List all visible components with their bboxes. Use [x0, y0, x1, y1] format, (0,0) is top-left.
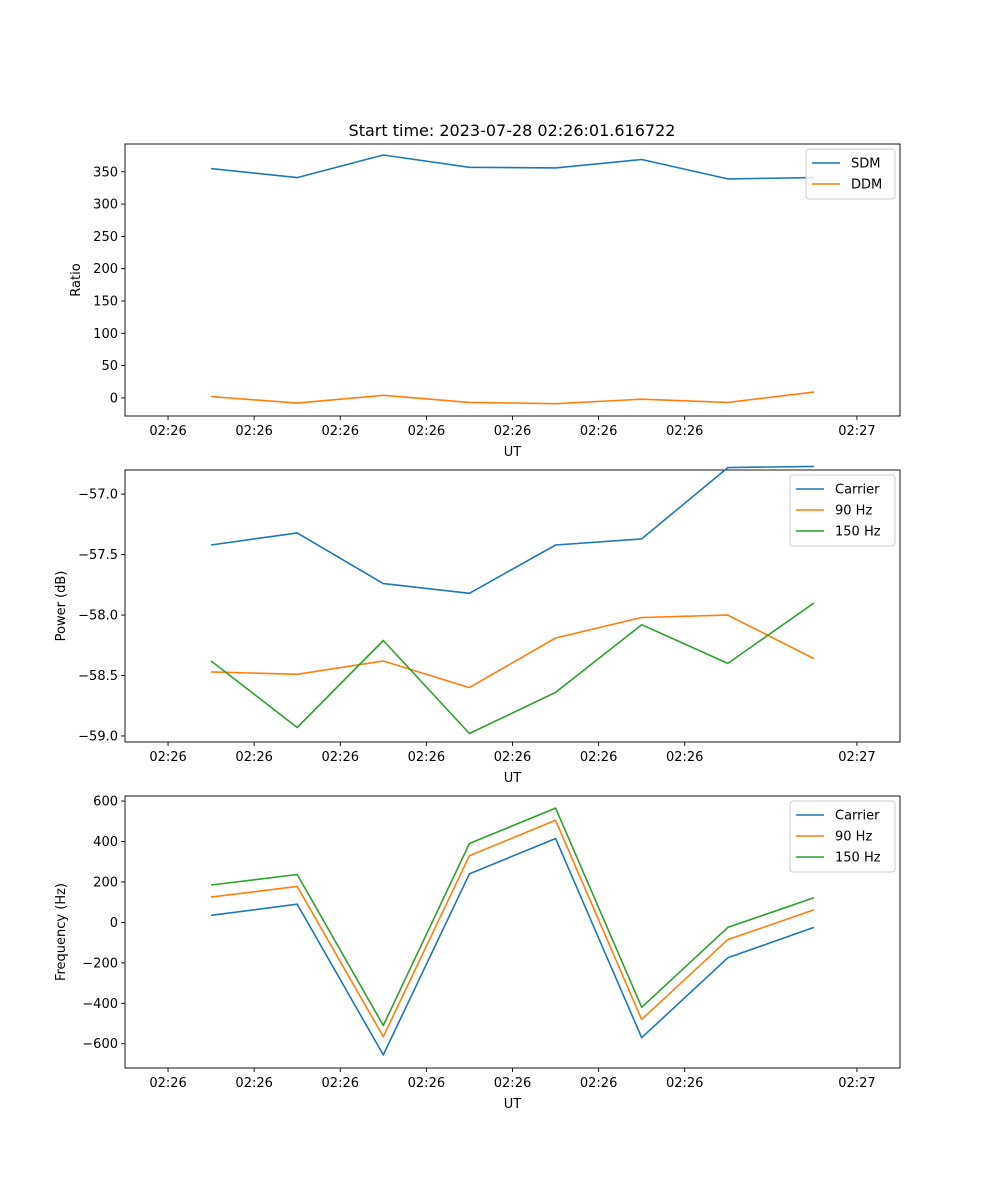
series-line-90-hz: [211, 819, 815, 1038]
y-tick-label: 0: [110, 391, 118, 406]
series-line-90-hz: [211, 614, 815, 689]
x-tick-label: 02:26: [235, 750, 272, 765]
y-tick-label: −57.5: [78, 548, 118, 563]
y-tick-label: −400: [82, 997, 118, 1012]
y-tick-label: −59.0: [78, 729, 118, 744]
x-axis-label: UT: [504, 445, 522, 460]
x-tick-label: 02:26: [666, 424, 703, 439]
y-tick-label: 100: [93, 327, 118, 342]
y-tick-label: −58.5: [78, 669, 118, 684]
y-tick-label: 200: [93, 875, 118, 890]
legend-label: Carrier: [835, 809, 880, 824]
panel-power: 02:26 02:26 02:26 02:26 02:26 02:26 02:26 02:27…: [54, 465, 901, 786]
x-axis-label: UT: [504, 1097, 522, 1112]
series-line-carrier: [210, 837, 815, 1056]
plot-area-frequency: [124, 795, 901, 1069]
legend-label: DDM: [851, 178, 882, 193]
x-tick-label: 02:26: [408, 1076, 445, 1091]
y-tick-label: −600: [82, 1037, 118, 1052]
chart-title: Start time: 2023-07-28 02:26:01.616722: [349, 121, 676, 140]
series-line-carrier: [210, 465, 814, 595]
x-tick-label: 02:26: [580, 1076, 617, 1091]
y-tick-label: 50: [101, 359, 118, 374]
x-tick-label: 02:26: [235, 424, 272, 439]
legend-label: 90 Hz: [835, 830, 872, 845]
series-line-ddm: [211, 391, 814, 405]
x-tick-label: 02:26: [580, 750, 617, 765]
legend-label: Carrier: [835, 483, 880, 498]
plot-area-power: [124, 469, 901, 743]
series-line-150-hz: [211, 807, 815, 1027]
y-tick-label: 200: [93, 262, 118, 277]
x-axis-label: UT: [504, 771, 522, 786]
x-tick-label: 02:26: [408, 424, 445, 439]
y-tick-label: −57.0: [78, 488, 118, 503]
y-tick-label: 0: [110, 916, 118, 931]
x-tick-label: 02:26: [149, 1076, 186, 1091]
legend-label: 150 Hz: [835, 851, 881, 866]
series-line-150-hz: [210, 602, 815, 735]
panel-frequency: 02:26 02:26 02:26 02:26 02:26 02:26 02:26 02:27…: [54, 795, 901, 1112]
y-axis-label: Frequency (Hz): [54, 883, 69, 981]
y-tick-label: 400: [93, 835, 118, 850]
y-axis-label: Power (dB): [54, 571, 69, 642]
x-tick-label: 02:26: [322, 1076, 359, 1091]
x-tick-label: 02:26: [149, 750, 186, 765]
x-tick-label: 02:26: [149, 424, 186, 439]
x-tick-label: 02:27: [838, 750, 875, 765]
x-tick-label: 02:26: [666, 1076, 703, 1091]
plot-area-ratio: [124, 143, 901, 417]
y-tick-label: 300: [93, 198, 118, 213]
x-tick-label: 02:27: [838, 1076, 875, 1091]
panel-ratio: 02:26 02:26 02:26 02:26 02:26 02:26 02:26 02:27…: [69, 143, 901, 460]
y-tick-label: 250: [93, 230, 118, 245]
legend-label: 150 Hz: [835, 525, 881, 540]
legend-label: 90 Hz: [835, 504, 872, 519]
x-tick-label: 02:26: [580, 424, 617, 439]
x-tick-label: 02:26: [494, 1076, 531, 1091]
x-tick-label: 02:26: [494, 750, 531, 765]
x-tick-label: 02:26: [322, 424, 359, 439]
x-tick-label: 02:26: [322, 750, 359, 765]
legend-box: [805, 148, 896, 200]
x-tick-label: 02:27: [838, 424, 875, 439]
legend-power: Carrier 90 Hz 150 Hz: [789, 474, 896, 547]
y-tick-label: 150: [93, 294, 118, 309]
series-line-sdm: [211, 154, 814, 180]
y-tick-label: 350: [93, 165, 118, 180]
legend-label: SDM: [851, 157, 880, 172]
legend-box: [789, 474, 896, 547]
x-tick-label: 02:26: [666, 750, 703, 765]
legend-frequency: Carrier 90 Hz 150 Hz: [789, 800, 896, 873]
y-tick-label: −58.0: [78, 609, 118, 624]
legend-ratio: SDM DDM: [805, 148, 896, 200]
y-tick-label: 600: [93, 795, 118, 810]
x-tick-label: 02:26: [235, 1076, 272, 1091]
y-axis-label: Ratio: [69, 263, 84, 296]
x-tick-label: 02:26: [494, 424, 531, 439]
y-tick-label: −200: [82, 956, 118, 971]
x-tick-label: 02:26: [408, 750, 445, 765]
legend-box: [789, 800, 896, 873]
